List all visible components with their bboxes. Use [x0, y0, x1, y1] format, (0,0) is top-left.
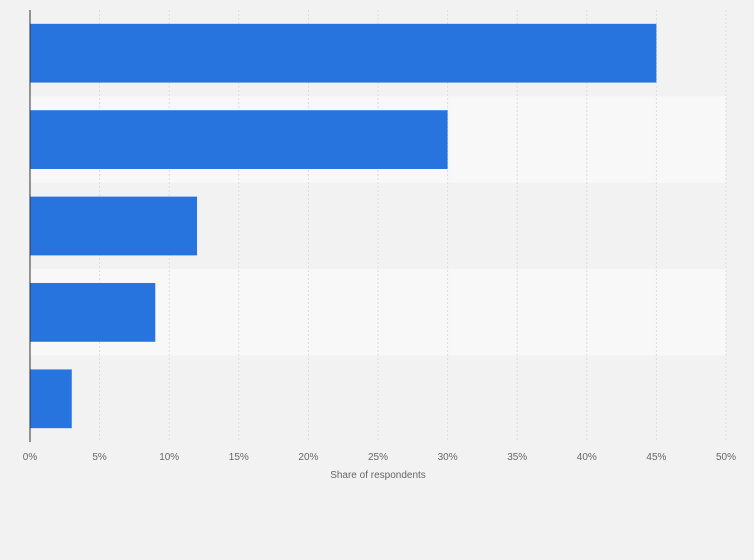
x-tick-label: 35%	[507, 452, 527, 463]
x-tick-label: 5%	[92, 452, 107, 463]
x-tick-label: 20%	[298, 452, 318, 463]
x-tick-label: 40%	[577, 452, 597, 463]
x-tick-labels: 0% 5% 10% 15% 20% 25% 30% 35% 40% 45% 50%	[23, 452, 736, 463]
x-tick-label: 45%	[646, 452, 666, 463]
x-axis-title: Share of respondents	[330, 470, 426, 481]
bar	[30, 369, 72, 429]
bar	[30, 110, 448, 169]
x-tick-label: 10%	[159, 452, 179, 463]
x-tick-label: 50%	[716, 452, 736, 463]
x-tick-label: 25%	[368, 452, 388, 463]
bar	[30, 283, 156, 342]
bar	[30, 196, 198, 256]
x-tick-label: 15%	[229, 452, 249, 463]
bars	[30, 23, 657, 429]
bar	[30, 23, 657, 83]
x-tick-label: 0%	[23, 452, 38, 463]
x-tick-label: 30%	[438, 452, 458, 463]
